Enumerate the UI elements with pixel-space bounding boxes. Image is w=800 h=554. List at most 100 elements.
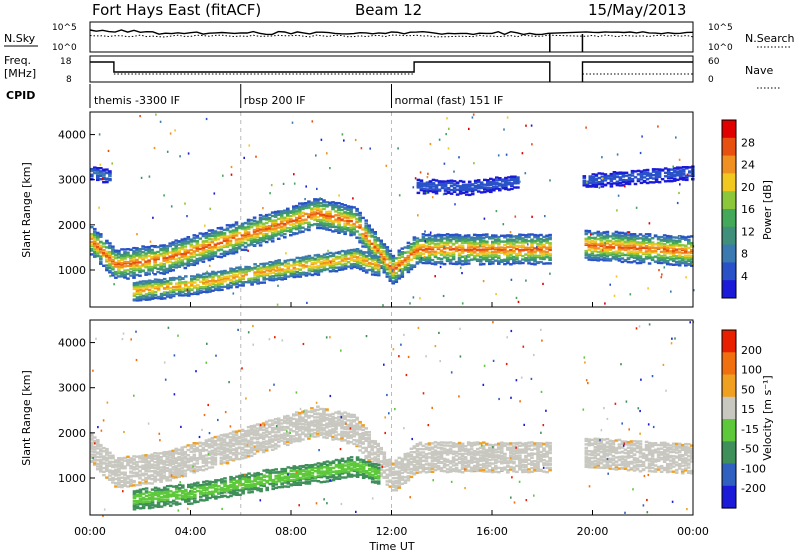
power-cell — [406, 270, 411, 274]
power-cell — [234, 240, 239, 244]
power-cell — [615, 180, 620, 183]
power-cell — [313, 205, 317, 208]
power-scatter-cell — [99, 163, 102, 166]
velocity-cell — [346, 415, 350, 418]
velocity-cell — [159, 466, 163, 469]
power-cell — [298, 268, 303, 271]
power-cell — [253, 263, 257, 266]
velocity-cell — [325, 426, 329, 429]
power-cell — [231, 247, 236, 251]
power-cell — [458, 192, 463, 195]
power-cell — [391, 268, 396, 271]
velocity-cell — [279, 439, 284, 442]
power-cell — [382, 271, 387, 274]
velocity-cell — [174, 457, 178, 460]
power-cell — [587, 258, 592, 261]
nsearch-tick-bottom: 10^0 — [708, 43, 733, 53]
power-cell — [304, 265, 309, 268]
velocity-cell — [168, 450, 172, 453]
power-cell — [469, 258, 474, 261]
velocity-cell — [349, 434, 353, 437]
power-cell — [184, 280, 188, 284]
velocity-cell — [201, 465, 206, 468]
power-cell — [150, 255, 154, 259]
freq-tick-top: 18 — [60, 57, 72, 67]
velocity-cell — [240, 442, 245, 446]
power-cell — [313, 202, 317, 206]
velocity-cell — [102, 450, 106, 453]
power-cell — [168, 242, 172, 245]
velocity-cell — [234, 433, 239, 437]
power-cell — [373, 245, 377, 249]
power-cell — [198, 251, 203, 255]
power-cell — [117, 262, 121, 266]
power-scatter-cell — [502, 223, 505, 226]
power-scatter-cell — [136, 233, 138, 236]
power-cell — [156, 288, 161, 292]
power-cell — [220, 288, 224, 291]
velocity-cell — [120, 457, 124, 460]
power-cell — [548, 237, 552, 241]
power-cell — [467, 187, 472, 190]
power-cell — [361, 239, 365, 242]
power-cell — [594, 174, 599, 178]
velocity-cell — [409, 460, 414, 464]
velocity-cell — [162, 462, 166, 466]
velocity-cell — [90, 432, 94, 435]
power-cell — [141, 245, 145, 248]
velocity-cell — [93, 448, 97, 451]
velocity-cell — [207, 461, 212, 464]
power-cell — [422, 192, 427, 195]
power-cell — [286, 214, 290, 218]
power-cell — [437, 188, 442, 191]
power-cell — [301, 205, 305, 209]
power-cell — [521, 239, 525, 242]
power-cell — [352, 258, 357, 262]
velocity-cell — [171, 461, 175, 464]
velocity-cell — [382, 455, 387, 458]
power-scatter-cell — [585, 126, 587, 129]
power-cell — [388, 264, 393, 268]
velocity-cell — [147, 454, 151, 457]
power-scatter-cell — [540, 254, 543, 257]
power-cell — [271, 277, 275, 281]
velocity-cell — [231, 458, 236, 461]
power-cell — [255, 229, 260, 232]
power-cell — [108, 271, 112, 274]
velocity-cell — [234, 453, 239, 456]
power-cell — [385, 250, 390, 253]
power-cell — [259, 274, 263, 278]
power-cell — [138, 256, 142, 259]
power-cell — [252, 228, 257, 232]
velocity-cell — [394, 472, 399, 475]
velocity-cell — [403, 476, 408, 479]
power-cell — [632, 246, 637, 249]
velocity-cell — [382, 465, 387, 468]
power-cell — [611, 234, 616, 237]
velocity-cell — [346, 419, 350, 422]
power-cell — [605, 233, 610, 236]
power-scatter-cell — [592, 184, 594, 187]
power-cell — [159, 295, 164, 298]
power-cell — [530, 258, 534, 261]
velocity-cell — [406, 462, 411, 465]
power-scatter-cell — [458, 257, 460, 260]
power-scatter-cell — [438, 138, 441, 141]
power-cell — [123, 265, 127, 268]
power-cell — [518, 252, 522, 256]
power-cell — [632, 238, 637, 241]
power-cell — [373, 263, 378, 267]
velocity-cell — [255, 427, 260, 430]
power-scatter-cell — [170, 205, 173, 208]
power-cell — [650, 246, 655, 249]
power-cell — [674, 257, 679, 260]
power-cell — [635, 234, 640, 238]
power-cell — [270, 231, 275, 235]
power-scatter-cell — [326, 152, 328, 155]
power-cell — [352, 265, 357, 269]
power-cell — [208, 282, 212, 286]
velocity-cell — [331, 412, 335, 416]
power-cell — [666, 168, 671, 171]
velocity-cell — [313, 424, 317, 428]
power-cell — [267, 213, 272, 216]
